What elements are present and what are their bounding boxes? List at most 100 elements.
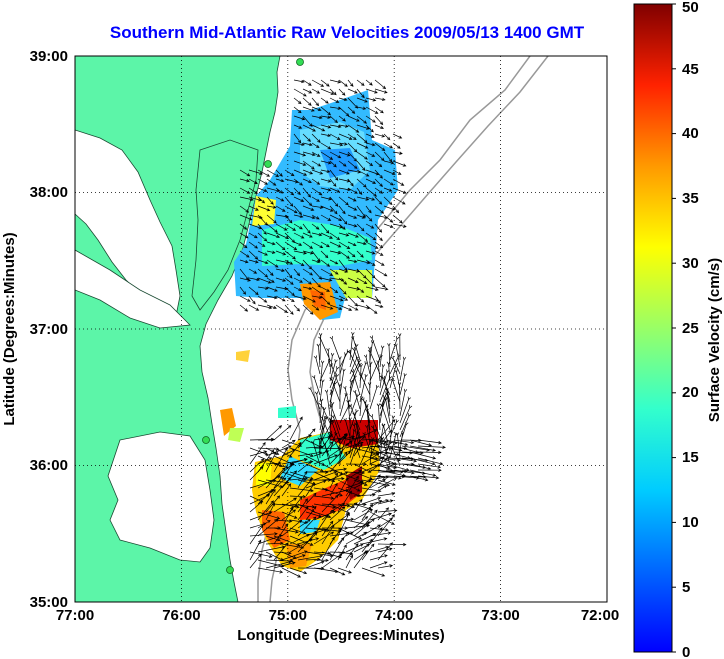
velocity-arrow: [347, 286, 361, 291]
velocity-arrow: [273, 424, 292, 441]
velocity-arrow: [320, 223, 330, 234]
velocity-arrow: [257, 241, 266, 247]
velocity-arrow: [239, 286, 247, 295]
velocity-arrow: [257, 500, 274, 521]
velocity-arrow: [289, 519, 309, 525]
velocity-arrow: [379, 369, 390, 396]
velocity-arrow: [329, 506, 346, 521]
velocity-arrow: [305, 505, 317, 521]
velocity-arrow: [361, 567, 386, 577]
velocity-arrow: [281, 567, 302, 578]
velocity-arrow: [239, 295, 251, 302]
velocity-arrow: [284, 196, 294, 207]
velocity-arrow: [365, 124, 374, 133]
velocity-arrow: [369, 527, 389, 532]
velocity-arrow: [374, 232, 383, 242]
velocity-arrow: [281, 511, 298, 519]
velocity-arrow: [347, 79, 354, 87]
y-axis-label: Latitude (Degrees:Minutes): [1, 232, 18, 425]
velocity-arrow: [399, 404, 413, 431]
delmarva-shore: [191, 139, 259, 311]
velocity-arrow: [365, 424, 371, 445]
velocity-arrow: [248, 250, 259, 260]
velocity-arrow: [365, 178, 377, 184]
velocity-arrow: [377, 507, 389, 521]
velocity-arrow: [320, 133, 332, 138]
velocity-arrow: [395, 432, 401, 459]
velocity-arrow: [302, 97, 312, 106]
velocity-arrow: [367, 349, 381, 375]
velocity-arrow: [293, 106, 302, 114]
velocity-arrow: [377, 564, 394, 569]
velocity-arrow: [266, 169, 280, 177]
velocity-arrow: [329, 223, 343, 229]
velocity-arrow: [289, 447, 314, 457]
velocity-arrow: [275, 250, 287, 256]
velocity-arrow: [248, 277, 261, 282]
velocity-arrow: [239, 232, 249, 239]
velocity-arrow: [338, 356, 342, 382]
velocity-arrow: [293, 115, 306, 121]
velocity-arrow: [329, 232, 341, 241]
velocity-arrow: [329, 389, 334, 410]
velocity-arrow: [338, 88, 346, 96]
velocity-arrow: [337, 477, 349, 497]
velocity-arrow: [365, 250, 376, 255]
velocity-arrow: [338, 295, 349, 301]
velocity-arrow: [273, 447, 288, 473]
velocity-arrow: [338, 169, 350, 175]
velocity-arrow: [356, 160, 366, 171]
colorbar-tick-label: 5: [682, 579, 690, 596]
velocity-arrow: [305, 482, 315, 497]
velocity-arrow: [374, 295, 381, 304]
velocity-arrow: [374, 169, 383, 179]
map-grid: [75, 56, 607, 602]
velocity-arrow: [383, 178, 394, 186]
velocity-arrow: [347, 115, 360, 122]
velocity-arrow: [369, 531, 392, 537]
velocity-arrow: [257, 232, 268, 242]
velocity-arrow: [389, 336, 400, 361]
velocity-arrow: [311, 286, 324, 296]
velocity-arrow: [374, 79, 387, 90]
velocity-arrow: [399, 413, 412, 438]
velocity-arrow: [281, 439, 296, 449]
velocity-arrow: [293, 160, 307, 166]
velocity-arrow: [369, 354, 383, 382]
velocity-arrow: [369, 545, 390, 553]
velocity-patch: [236, 350, 250, 362]
velocity-arrow: [257, 178, 268, 185]
velocity-arrow: [320, 205, 334, 212]
velocity-arrow: [347, 142, 358, 153]
velocity-arrow: [302, 295, 316, 303]
velocity-arrow: [313, 471, 338, 481]
velocity-arrow: [365, 205, 372, 214]
velocity-arrow: [329, 187, 341, 193]
velocity-arrow: [273, 561, 296, 569]
velocity-arrow: [329, 142, 344, 147]
velocity-arrow: [345, 543, 359, 561]
velocity-arrow: [347, 250, 356, 258]
velocity-arrow: [320, 241, 330, 248]
velocity-arrow: [302, 277, 312, 285]
velocity-arrow: [392, 223, 407, 228]
velocity-arrow: [293, 259, 305, 266]
velocity-arrow: [257, 559, 285, 568]
velocity-arrow: [397, 382, 402, 410]
velocity-arrow: [302, 124, 316, 132]
velocity-arrow: [257, 250, 269, 256]
velocity-arrow: [398, 333, 402, 361]
velocity-arrow: [374, 160, 383, 168]
velocity-arrow: [293, 214, 304, 219]
velocity-arrow: [365, 151, 376, 157]
velocity-arrow: [329, 567, 346, 576]
velocity-arrow: [376, 360, 381, 382]
velocity-arrow: [383, 205, 396, 211]
velocity-arrow: [365, 214, 373, 222]
velocity-arrow: [293, 286, 302, 292]
velocity-arrow: [248, 259, 259, 264]
velocity-arrow: [347, 259, 358, 264]
velocity-arrow: [356, 106, 367, 110]
pamlico-sound: [107, 431, 215, 563]
velocity-arrow: [339, 433, 349, 459]
